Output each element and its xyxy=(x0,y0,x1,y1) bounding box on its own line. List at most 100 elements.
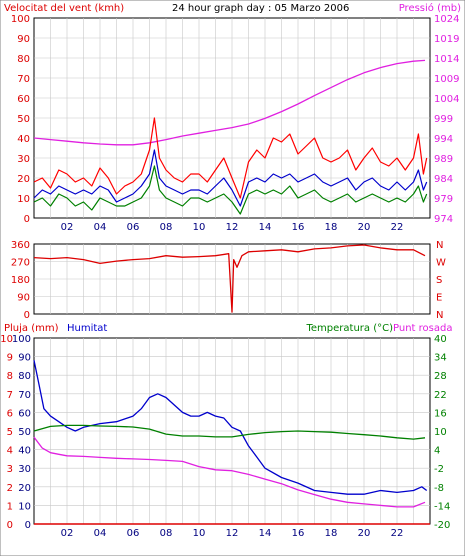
humidity-tick-label: 20 xyxy=(18,483,31,494)
right-tick-label: 1019 xyxy=(434,34,459,45)
right-tick-label: 974 xyxy=(434,214,453,225)
humidity-tick-label: 60 xyxy=(18,408,31,419)
temperature-tick-label: 28 xyxy=(434,371,447,382)
right-tick-label: 999 xyxy=(434,114,453,125)
left-tick-label: 30 xyxy=(17,154,30,165)
rain-tick-label: 6 xyxy=(7,408,13,419)
humidity-tick-label: 90 xyxy=(18,353,31,364)
humidity-tick-label: 80 xyxy=(18,371,31,382)
pressure-axis-label: Pressió (mb) xyxy=(399,2,461,14)
x-tick-label: 16 xyxy=(292,528,305,539)
x-tick-label: 14 xyxy=(259,222,272,233)
direction-tick-label: 180 xyxy=(11,275,30,286)
humidity-tick-label: 10 xyxy=(18,501,31,512)
rain-tick-label: 3 xyxy=(7,464,13,475)
x-tick-label: 02 xyxy=(61,528,74,539)
left-tick-label: 100 xyxy=(11,14,30,25)
right-tick-label: 984 xyxy=(434,174,453,185)
humidity-tick-label: 30 xyxy=(18,464,31,475)
x-tick-label: 18 xyxy=(325,528,338,539)
direction-tick-label: 90 xyxy=(17,293,30,304)
series-pressi-mb- xyxy=(33,59,426,146)
compass-tick-label: S xyxy=(436,275,442,286)
series-direcci-del-vent xyxy=(33,244,426,313)
x-tick-label: 20 xyxy=(358,528,371,539)
temperature-axis-label: Temperatura (°C) xyxy=(305,323,393,334)
right-tick-label: 1014 xyxy=(434,54,459,65)
temperature-tick-label: 34 xyxy=(434,353,447,364)
x-tick-label: 12 xyxy=(226,528,239,539)
right-tick-label: 979 xyxy=(434,194,453,205)
left-tick-label: 80 xyxy=(17,54,30,65)
humidity-axis-label: Humitat xyxy=(67,323,107,334)
rain-tick-label: 0 xyxy=(7,520,13,531)
x-tick-label: 02 xyxy=(61,222,74,233)
compass-tick-label: N xyxy=(436,310,443,321)
x-tick-label: 16 xyxy=(292,222,305,233)
temperature-tick-label: -20 xyxy=(434,520,450,531)
temperature-tick-label: 4 xyxy=(434,446,440,457)
series-r-fega xyxy=(33,117,428,199)
rain-tick-label: 5 xyxy=(7,427,13,438)
left-tick-label: 40 xyxy=(17,134,30,145)
humidity-tick-label: 50 xyxy=(18,427,31,438)
temperature-tick-label: 22 xyxy=(434,390,447,401)
left-tick-label: 60 xyxy=(17,94,30,105)
x-tick-label: 22 xyxy=(391,222,404,233)
x-tick-label: 10 xyxy=(193,528,206,539)
right-tick-label: 994 xyxy=(434,134,453,145)
x-tick-label: 08 xyxy=(160,528,173,539)
direction-tick-label: 360 xyxy=(11,240,30,251)
x-tick-label: 08 xyxy=(160,222,173,233)
right-tick-label: 989 xyxy=(434,154,453,165)
left-tick-label: 70 xyxy=(17,74,30,85)
compass-tick-label: E xyxy=(436,293,442,304)
rain-tick-label: 4 xyxy=(7,446,13,457)
x-tick-label: 04 xyxy=(94,528,107,539)
humidity-tick-label: 70 xyxy=(18,390,31,401)
series-temperatura-c- xyxy=(33,424,426,440)
dewpoint-axis-label: Punt rosada xyxy=(393,323,452,334)
rain-tick-label: 7 xyxy=(7,390,13,401)
right-tick-label: 1009 xyxy=(434,74,459,85)
x-tick-label: 14 xyxy=(259,528,272,539)
left-tick-label: 10 xyxy=(17,194,30,205)
direction-tick-label: 0 xyxy=(24,310,30,321)
wind-pressure-panel: 0 10 20 30 40 50 60 70 80 90 100 974 979 984 989 994 999… xyxy=(11,14,460,233)
x-tick-label: 10 xyxy=(193,222,206,233)
chart-title: 24 hour graph day : 05 Marzo 2006 xyxy=(172,3,349,14)
temperature-tick-label: 16 xyxy=(434,408,447,419)
humidity-tick-label: 40 xyxy=(18,446,31,457)
rain-axis-label: Pluja (mm) xyxy=(4,323,59,334)
temperature-tick-label: -14 xyxy=(434,501,450,512)
series-velocitat-mitjana xyxy=(33,149,428,207)
compass-tick-label: N xyxy=(436,240,443,251)
rain-tick-label: 8 xyxy=(7,371,13,382)
x-tick-label: 12 xyxy=(226,222,239,233)
compass-tick-label: W xyxy=(436,258,446,269)
left-tick-label: 50 xyxy=(17,114,30,125)
humidity-tick-label: 0 xyxy=(25,520,31,531)
left-tick-label: 20 xyxy=(17,174,30,185)
x-tick-label: 06 xyxy=(127,528,140,539)
humidity-tick-label: 100 xyxy=(12,334,31,345)
right-tick-label: 1004 xyxy=(434,94,459,105)
x-tick-label: 04 xyxy=(94,222,107,233)
temperature-tick-label: -8 xyxy=(434,483,444,494)
left-tick-label: 90 xyxy=(17,34,30,45)
series-punt-rosada xyxy=(33,436,426,508)
x-tick-label: 06 xyxy=(127,222,140,233)
x-tick-label: 22 xyxy=(391,528,404,539)
x-tick-label: 20 xyxy=(358,222,371,233)
left-tick-label: 0 xyxy=(24,214,30,225)
direction-tick-label: 270 xyxy=(11,258,30,269)
x-tick-label: 18 xyxy=(325,222,338,233)
right-tick-label: 1024 xyxy=(434,14,459,25)
rain-tick-label: 9 xyxy=(7,353,13,364)
rain-tick-label: 1 xyxy=(7,501,13,512)
wind-axis-label: Velocitat del vent (kmh) xyxy=(4,3,124,14)
temperature-tick-label: 10 xyxy=(434,427,447,438)
